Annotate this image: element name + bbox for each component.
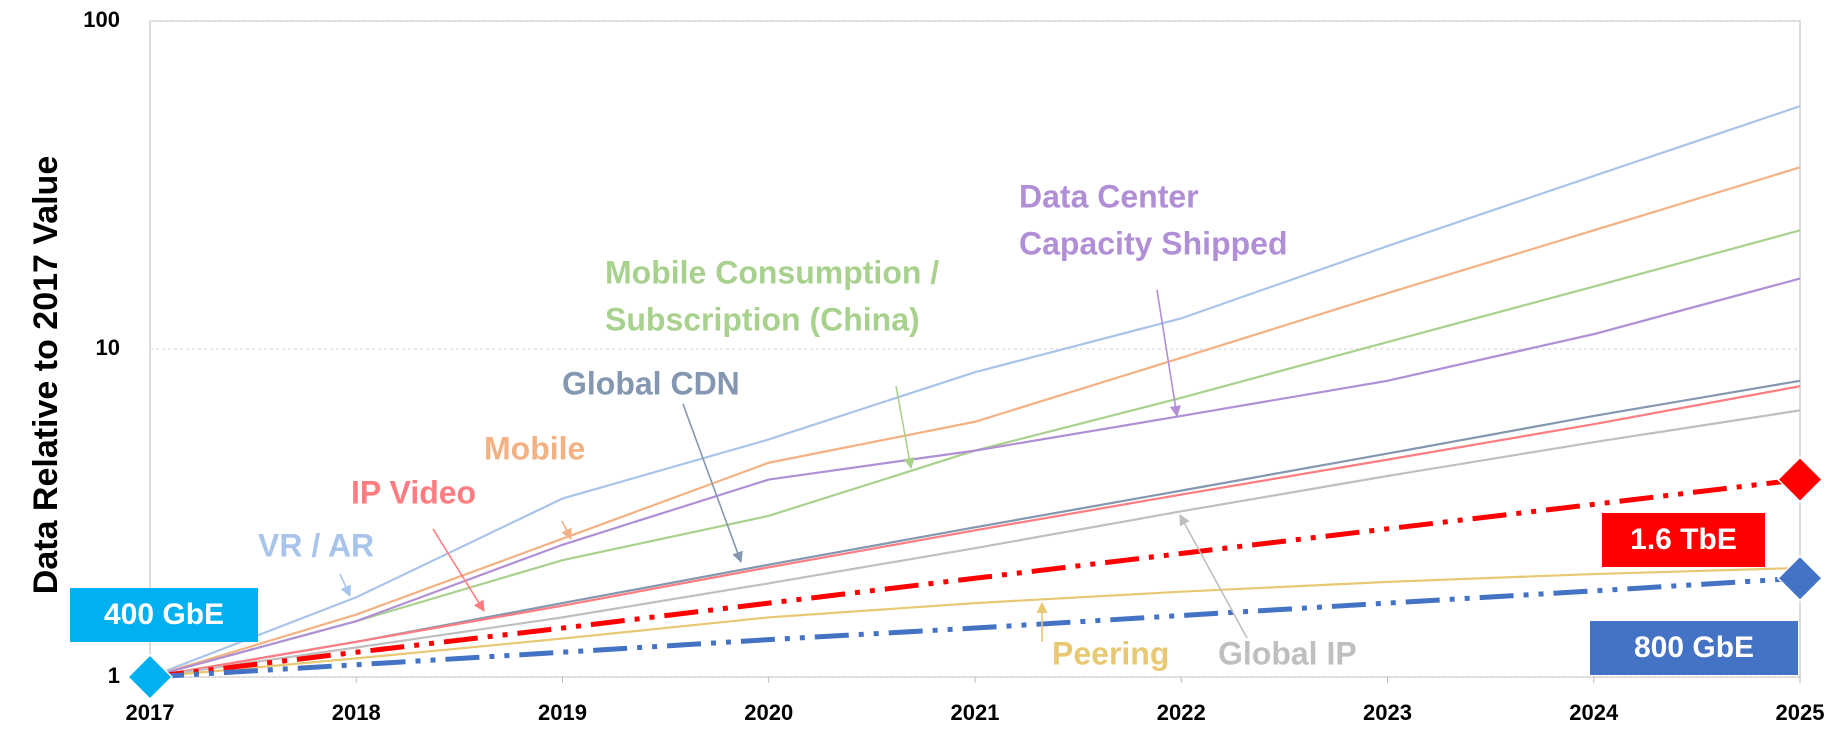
series-label: 800 GbE [1634,631,1754,664]
series-label: Data Center [1019,178,1199,214]
series-label-box [1590,621,1798,675]
annotation-arrow [1179,514,1248,639]
annotation-arrow [339,573,351,598]
annotation-arrow [1156,289,1181,418]
x-tick-label: 2023 [1363,700,1412,725]
x-tick-label: 2021 [951,700,1000,725]
series-label-box [1602,513,1765,567]
series-line [149,229,1801,679]
annotation-label: 400 GbE [104,598,224,631]
series-label: IP Video [351,474,476,510]
series-line [149,575,1801,680]
x-tick-label: 2024 [1569,700,1619,725]
x-tick-label: 2019 [538,700,587,725]
series-label: Mobile [484,430,585,466]
annotation-arrow [561,520,572,541]
y-tick-label: 1 [108,663,120,688]
y-axis-title: Data Relative to 2017 Value [27,156,65,594]
series-label: VR / AR [258,527,374,563]
x-tick-label: 2025 [1776,700,1825,725]
series-line [149,166,1801,679]
series-line [149,277,1801,679]
series-line [149,385,1801,679]
series-line [149,105,1801,679]
series-label: Capacity Shipped [1019,225,1288,261]
annotation-arrow [682,403,743,564]
series-line [149,566,1801,679]
series-label: Peering [1052,635,1169,671]
series-label: Global CDN [562,365,740,401]
annotation-label-box [70,588,258,642]
series-line [149,379,1801,679]
series-label: 1.6 TbE [1630,523,1737,556]
endpoint-marker [1776,456,1824,503]
annotation-arrow [432,528,485,612]
y-tick-label: 10 [96,335,120,360]
endpoint-marker [1776,555,1824,602]
series-label: Global IP [1218,635,1357,671]
x-tick-label: 2020 [744,700,793,725]
series-label: Mobile Consumption / [605,254,939,290]
x-tick-label: 2018 [332,700,381,725]
annotation-arrow [895,385,915,470]
y-tick-label: 100 [83,7,120,32]
series-line [149,409,1801,679]
series-label: Subscription (China) [605,301,920,337]
x-tick-label: 2017 [126,700,175,725]
x-tick-label: 2022 [1157,700,1206,725]
endpoint-marker [126,653,174,701]
series-line [149,477,1801,680]
